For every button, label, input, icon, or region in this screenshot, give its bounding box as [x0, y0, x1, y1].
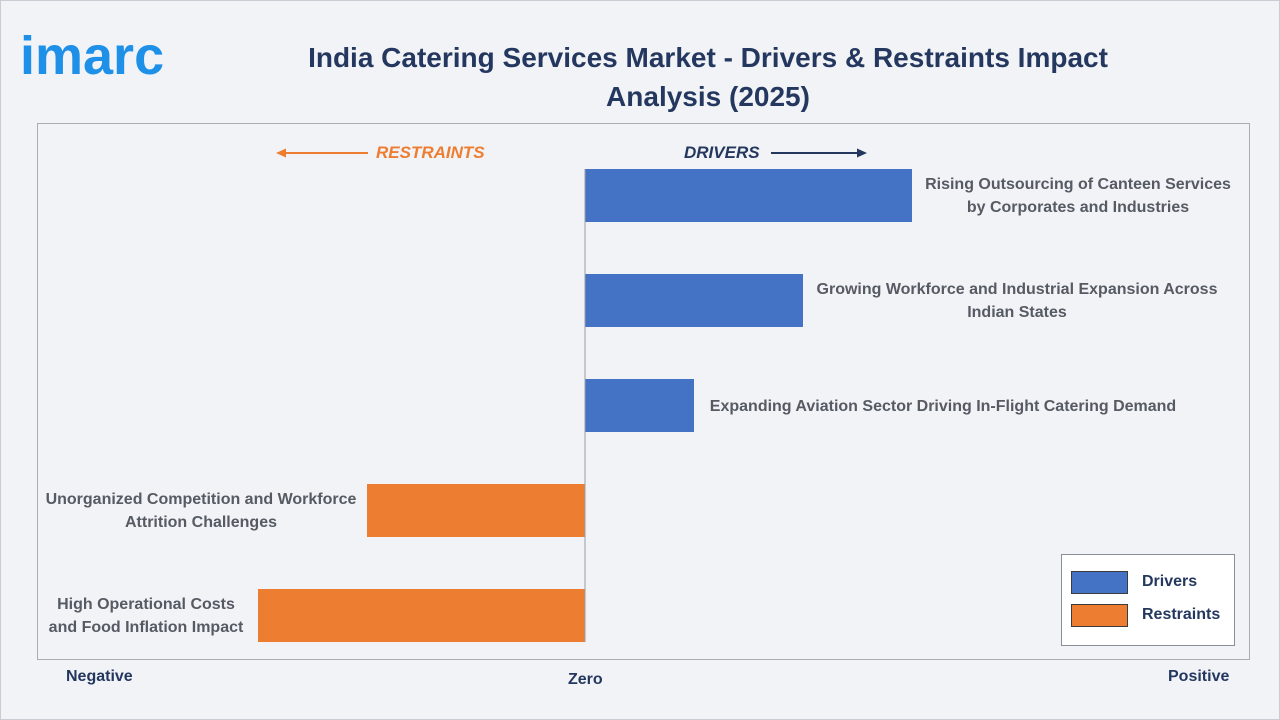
bar-label-workforce-expansion: Growing Workforce and Industrial Expansi…	[816, 281, 1218, 321]
restraints-arrow-icon	[276, 148, 368, 158]
axis-negative-label: Negative	[66, 668, 133, 685]
axis-zero-label: Zero	[568, 671, 603, 688]
bar-label-canteen-outsourcing: Rising Outsourcing of Canteen Services b…	[925, 176, 1231, 216]
bar-label-unorganized-competition: Unorganized Competition and Workforce At…	[45, 491, 357, 531]
restraints-direction-label: RESTRAINTS	[376, 143, 485, 162]
bar-label-operational-costs: High Operational Costs and Food Inflatio…	[48, 596, 244, 636]
drivers-arrow-icon	[771, 148, 867, 158]
legend-swatch-restraints	[1071, 604, 1128, 627]
svg-text:imarc: imarc	[20, 26, 164, 86]
legend-label-drivers: Drivers	[1142, 573, 1198, 590]
legend: Drivers Restraints	[1061, 554, 1235, 646]
bar-label-aviation-sector: Expanding Aviation Sector Driving In-Fli…	[709, 398, 1177, 415]
bar-canteen-outsourcing	[585, 169, 912, 222]
legend-swatch-drivers	[1071, 571, 1128, 594]
bar-aviation-sector	[585, 379, 694, 432]
drivers-direction-label: DRIVERS	[684, 143, 760, 162]
legend-label-restraints: Restraints	[1142, 606, 1221, 623]
imarc-logo: imarc	[20, 26, 164, 86]
bar-workforce-expansion	[585, 274, 803, 327]
bar-operational-costs	[258, 589, 585, 642]
bar-unorganized-competition	[367, 484, 585, 537]
axis-positive-label: Positive	[1168, 668, 1230, 685]
chart-title: India Catering Services Market - Drivers…	[308, 42, 1108, 112]
